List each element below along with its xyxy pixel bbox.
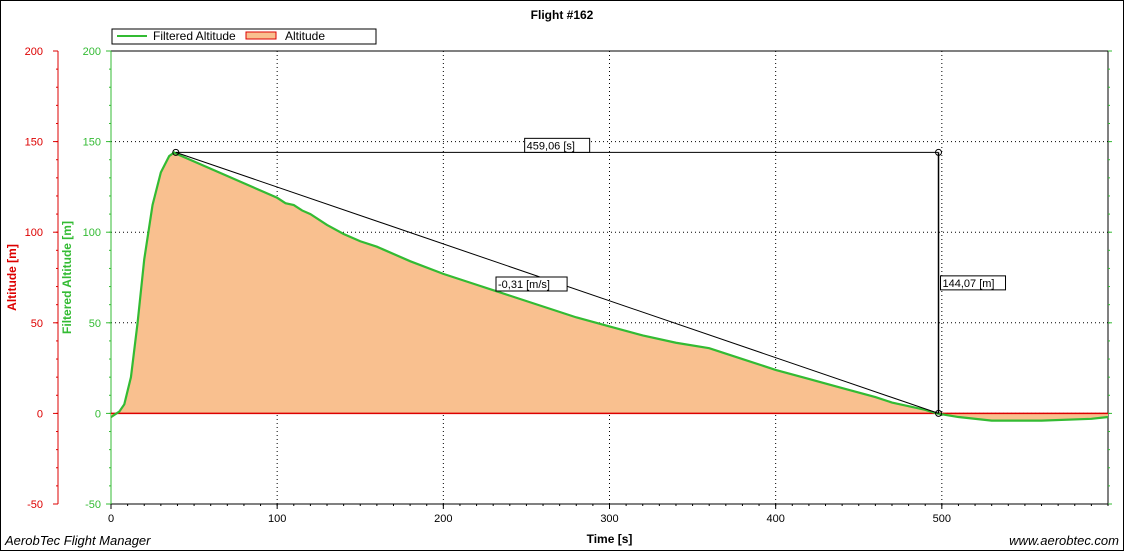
x-tick-label: 300 xyxy=(600,513,618,525)
measure-height-label-box xyxy=(940,275,1007,291)
measure-start-point xyxy=(172,148,180,156)
app-name-footer: AerobTec Flight Manager xyxy=(5,533,151,548)
legend-swatch-altitude xyxy=(245,31,277,40)
y-left-tick-label: 50 xyxy=(31,318,43,330)
y-left-axis-label: Altitude [m] xyxy=(5,244,19,311)
legend-label-altitude: Altitude xyxy=(285,29,325,43)
y-green-tick-label: 150 xyxy=(83,137,101,149)
x-tick-label: 400 xyxy=(766,513,784,525)
y-left-tick-label: 0 xyxy=(37,408,43,420)
legend: Filtered Altitude Altitude xyxy=(111,28,377,45)
website-footer: www.aerobtec.com xyxy=(1009,533,1119,548)
x-tick-label: 500 xyxy=(933,513,951,525)
measure-duration-label: 459,06 [s] xyxy=(527,140,575,152)
altitude-area xyxy=(111,152,1108,421)
measure-height-label-group: 144,07 [m] xyxy=(940,275,1007,291)
y-green-tick-label: -50 xyxy=(85,499,101,511)
chart-title: Flight #162 xyxy=(531,8,594,22)
x-axis-label: Time [s] xyxy=(587,532,633,546)
y-left-tick-label: 150 xyxy=(25,137,43,149)
x-tick-label: 100 xyxy=(268,513,286,525)
legend-box xyxy=(111,28,377,45)
measure-end-point xyxy=(935,409,943,417)
legend-label-filtered: Filtered Altitude xyxy=(153,29,236,43)
y-green-tick-label: 0 xyxy=(95,408,101,420)
measure-duration-label-box xyxy=(524,137,591,153)
measure-slope-label-group: -0,31 [m/s] xyxy=(495,276,568,292)
filtered-altitude-line xyxy=(110,151,1109,422)
y-green-axis-label: Filtered Altitude [m] xyxy=(60,221,74,334)
y-green-tick-label: 200 xyxy=(83,46,101,58)
x-tick-label: 200 xyxy=(434,513,452,525)
y-green-tick-label: 50 xyxy=(89,318,101,330)
y-left-tick-label: 200 xyxy=(25,46,43,58)
x-tick-label: 0 xyxy=(108,513,114,525)
measure-slope-label-box xyxy=(495,276,568,292)
measure-slope-label: -0,31 [m/s] xyxy=(498,279,550,291)
y-left-tick-label: 100 xyxy=(25,227,43,239)
measure-height-label: 144,07 [m] xyxy=(943,278,995,290)
y-green-tick-label: 100 xyxy=(83,227,101,239)
measure-corner-point xyxy=(935,148,943,156)
measure-duration-label-group: 459,06 [s] xyxy=(524,137,591,153)
y-left-tick-label: -50 xyxy=(27,499,43,511)
